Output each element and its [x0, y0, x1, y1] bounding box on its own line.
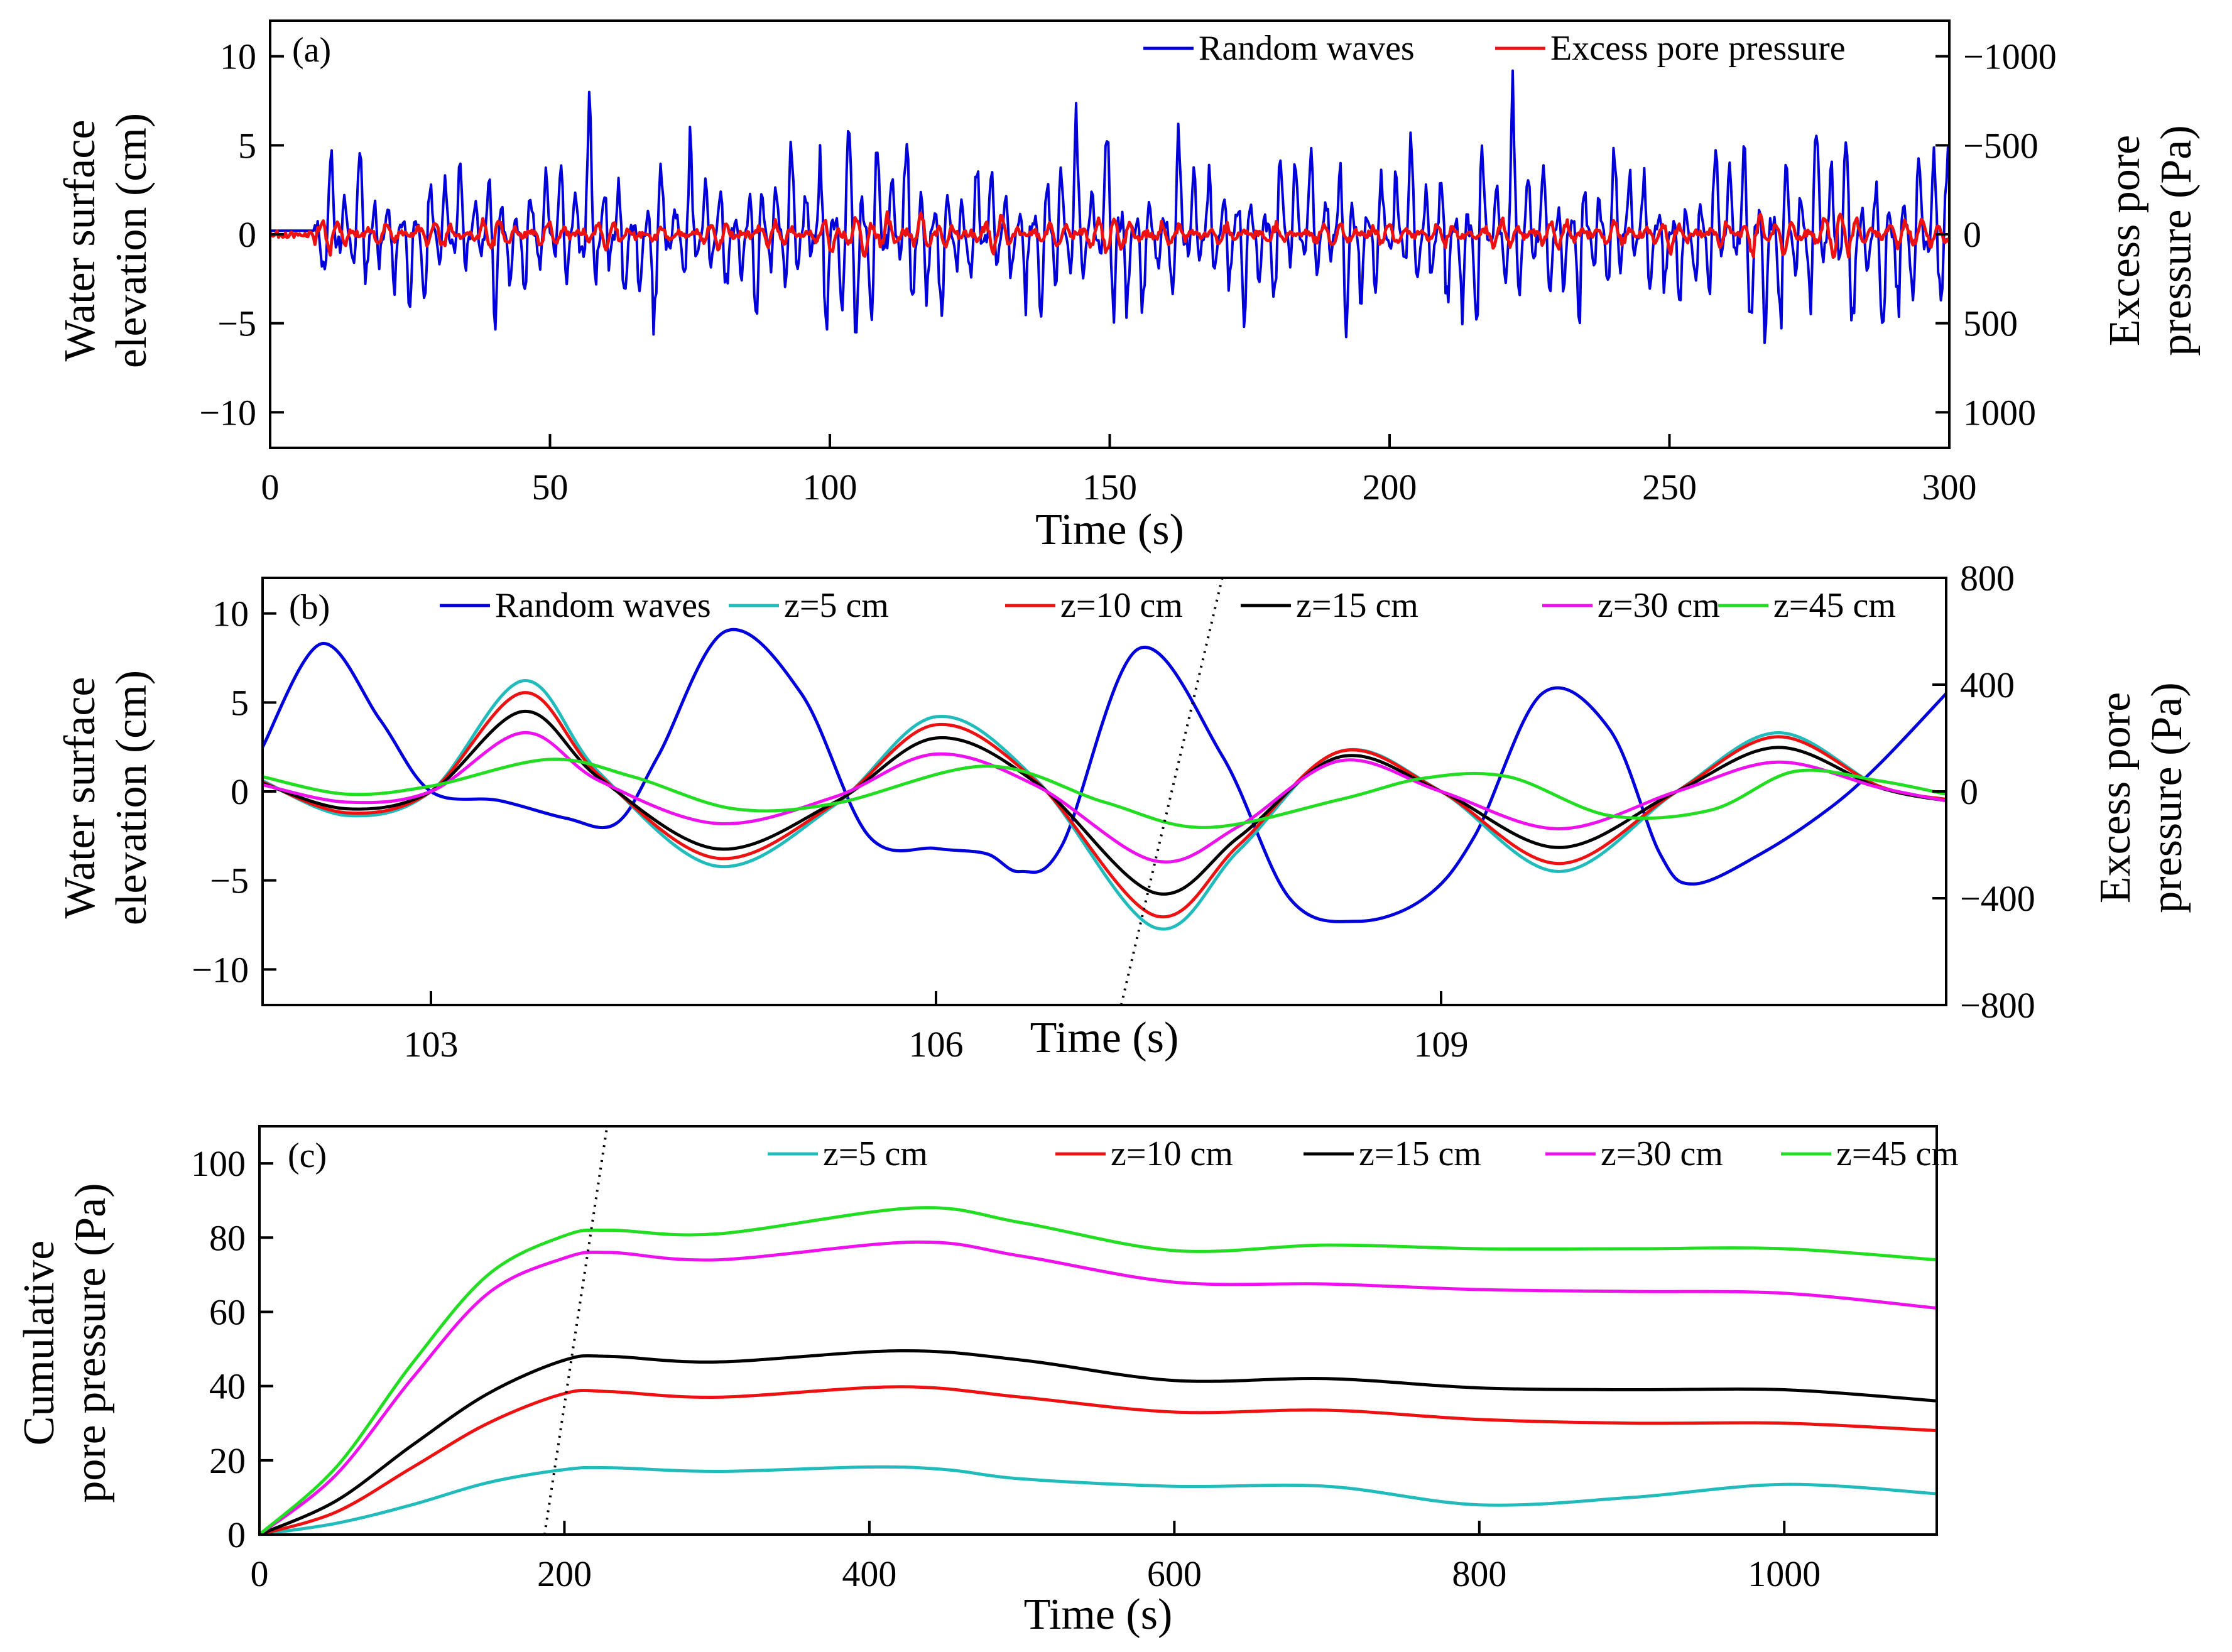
panel-a-ytick-label-1: 5	[238, 125, 256, 166]
panel-b: 10 5 0 −5 −10 800 400 0 −400 −800 103 106 109 Time (s…	[56, 558, 2191, 1065]
panel-c-ytick-label-0: 0	[227, 1514, 246, 1555]
panel-b-right-axis-label: Excess porepressure (Pa)	[2091, 682, 2191, 913]
panel-a-series-random-waves	[270, 69, 1951, 344]
panel-c-ytick-label-1: 20	[209, 1440, 246, 1481]
panel-b-y2tick-label-0: 800	[1960, 558, 2015, 599]
panel-a-ytick-label-4: −10	[199, 392, 256, 433]
panel-a-y2tick-label-3: 500	[1963, 303, 2018, 344]
panel-b-legend-label-5: z=45 cm	[1773, 586, 1896, 625]
panel-b-xtick-label-2: 109	[1414, 1024, 1469, 1065]
panel-b-ytick-label-0: 10	[212, 594, 249, 634]
panel-c-ytick-label-3: 60	[209, 1291, 246, 1332]
panel-b-left-axis-label-line-2: elevation (cm)	[107, 670, 156, 925]
panel-b-series-random-waves	[261, 628, 1947, 923]
panel-a-xtick-label-1: 50	[532, 467, 569, 508]
panel-a-left-axis-label: Water surfaceelevation (cm)	[56, 113, 156, 368]
panel-b-y2tick-label-4: −800	[1960, 985, 2035, 1026]
panel-a-left-axis-label-line-2: elevation (cm)	[107, 113, 156, 368]
panel-c-series-z-15-cm	[258, 1349, 1937, 1536]
panel-c-legend-label-1: z=10 cm	[1111, 1134, 1233, 1173]
panel-c-legend-label-3: z=30 cm	[1601, 1134, 1723, 1173]
panel-b-legend-label-1: z=5 cm	[784, 586, 889, 625]
panel-b-legend-label-4: z=30 cm	[1598, 586, 1720, 625]
panel-a-xtick-label-3: 150	[1082, 467, 1137, 508]
panel-b-y2tick-label-1: 400	[1960, 665, 2015, 705]
panel-c-xtick-label-4: 800	[1452, 1553, 1506, 1594]
panel-a-left-axis-label-line-1: Water surface	[56, 120, 104, 362]
panel-c-left-axis-label-line-1: Cumulative	[15, 1241, 63, 1446]
panel-a-ytick-label-2: 0	[238, 214, 256, 255]
panel-b-right-axis-label-line-2: pressure (Pa)	[2143, 682, 2191, 913]
panel-a-ytick-label-3: −5	[217, 303, 256, 344]
panel-c-series-z-30-cm	[258, 1240, 1937, 1536]
panel-c-xtick-label-5: 1000	[1748, 1553, 1821, 1594]
panel-c-legend-label-4: z=45 cm	[1836, 1134, 1959, 1173]
panel-b-ytick-label-4: −10	[192, 949, 249, 990]
panel-b-series-z-30-cm	[262, 731, 1947, 864]
panel-c-series-z-45-cm	[258, 1206, 1937, 1536]
panel-a-xtick-label-6: 300	[1922, 467, 1977, 508]
panel-a-series-excess-pore-pressure	[269, 210, 1951, 259]
panel-c-dotted-guide-line	[543, 1126, 609, 1535]
panel-c-xtick-label-0: 0	[251, 1553, 269, 1594]
panel-a-legend-label-1: Excess pore pressure	[1550, 29, 1846, 68]
panel-a-right-axis-label-line-1: Excess pore	[2101, 135, 2149, 346]
panel-c-xtick-label-2: 400	[842, 1553, 896, 1594]
panel-a-xtick-label-4: 200	[1363, 467, 1417, 508]
panel-b-legend-label-2: z=10 cm	[1060, 586, 1183, 625]
panel-c-x-axis-label: Time (s)	[1024, 1590, 1173, 1639]
panel-a-legend-label-0: Random waves	[1199, 29, 1415, 68]
panel-a-y2tick-label-1: −500	[1963, 125, 2039, 166]
panel-c-legend-label-2: z=15 cm	[1359, 1134, 1481, 1173]
panel-a-y2tick-label-4: 1000	[1963, 392, 2036, 433]
panel-c-ytick-label-5: 100	[191, 1143, 246, 1184]
panel-b-x-axis-label: Time (s)	[1030, 1014, 1179, 1062]
panel-b-legend-label-0: Random waves	[495, 586, 711, 625]
panel-b-y2tick-label-3: −400	[1960, 878, 2035, 919]
panel-a-right-axis-label: Excess porepressure (Pa)	[2101, 125, 2201, 356]
panel-c-xtick-label-3: 600	[1147, 1553, 1202, 1594]
panel-c-panel-label: (c)	[288, 1136, 327, 1175]
panel-a-xtick-label-2: 100	[803, 467, 857, 508]
panel-a-xtick-label-5: 250	[1642, 467, 1697, 508]
panel-c-plot-frame	[258, 1125, 1938, 1536]
panel-b-xtick-label-0: 103	[404, 1024, 459, 1065]
panel-c-ytick-label-2: 40	[209, 1366, 246, 1407]
panel-b-y2tick-label-2: 0	[1960, 771, 1978, 812]
panel-a-y2tick-label-0: −1000	[1963, 36, 2057, 77]
panel-c-xtick-label-1: 200	[537, 1553, 592, 1594]
panel-c-series-z-10-cm	[259, 1385, 1937, 1536]
panel-c-series-z-5-cm	[259, 1465, 1937, 1536]
panel-b-ytick-label-3: −5	[210, 861, 249, 901]
panel-a-x-axis-label: Time (s)	[1035, 506, 1184, 554]
panel-b-dotted-guide-line	[1119, 577, 1224, 1006]
panel-a-y2tick-label-2: 0	[1963, 214, 1981, 255]
panel-a-panel-label: (a)	[292, 31, 331, 70]
panel-b-ytick-label-1: 5	[231, 682, 249, 723]
panel-b-xtick-label-1: 106	[909, 1024, 964, 1065]
panel-c-left-axis-label: Cumulativepore pressure (Pa)	[15, 1183, 115, 1503]
panel-b-left-axis-label-line-1: Water surface	[56, 677, 104, 919]
panel-a-xtick-label-0: 0	[261, 467, 280, 508]
panel-a-right-axis-label-line-2: pressure (Pa)	[2152, 125, 2201, 356]
panel-b-legend-label-3: z=15 cm	[1296, 586, 1418, 625]
panel-b-series-z-45-cm	[262, 758, 1947, 829]
panel-a-ytick-label-0: 10	[220, 36, 256, 77]
panel-c-ytick-label-4: 80	[209, 1217, 246, 1258]
panel-b-right-axis-label-line-1: Excess pore	[2091, 692, 2140, 903]
panel-c-legend-label-0: z=5 cm	[823, 1134, 928, 1173]
panel-b-panel-label: (b)	[289, 588, 330, 627]
panel-c-left-axis-label-line-2: pore pressure (Pa)	[67, 1183, 115, 1503]
panel-b-left-axis-label: Water surfaceelevation (cm)	[56, 670, 156, 925]
panel-b-ytick-label-2: 0	[231, 771, 249, 812]
